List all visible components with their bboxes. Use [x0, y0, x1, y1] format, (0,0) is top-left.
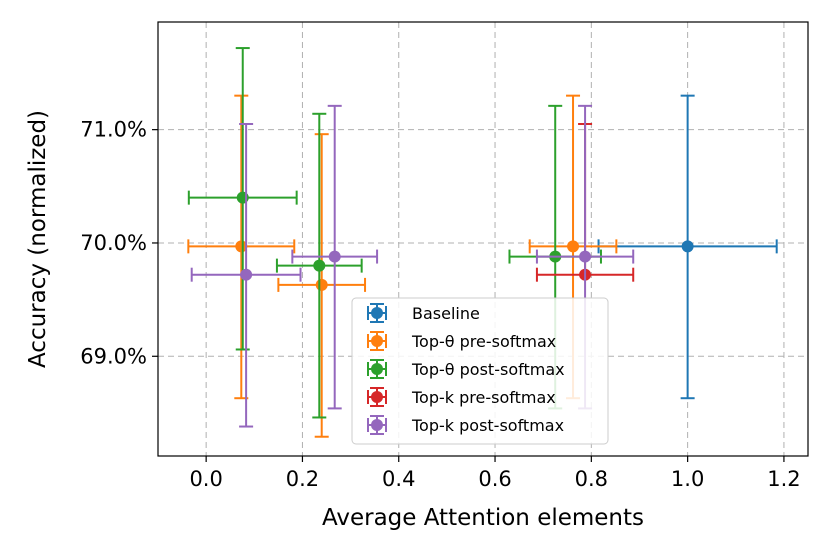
data-point — [579, 250, 592, 263]
y-tick-label: 69.0% — [80, 344, 147, 368]
data-point — [315, 278, 328, 291]
x-tick-label: 1.0 — [671, 467, 704, 491]
legend-marker-dot — [371, 419, 383, 431]
legend-label: Top-k pre-softmax — [411, 388, 556, 407]
legend: Baseline Top-θ pre-softmax Top-θ post-soft… — [351, 297, 609, 445]
data-point-group — [190, 122, 302, 428]
legend-item-top-k-post-softmax: Top-k post-softmax — [367, 415, 564, 435]
axis-ticks: 0.0 0.2 0.4 0.6 0.8 1.0 1.2 69.0% 70.0% 71.0% — [80, 118, 800, 491]
legend-label: Top-θ post-softmax — [411, 360, 565, 379]
data-point — [235, 240, 248, 253]
legend-box — [351, 297, 609, 445]
data-point-group — [291, 104, 379, 410]
plot-frame — [157, 21, 809, 457]
data-point — [328, 250, 341, 263]
data-point — [567, 240, 580, 253]
x-tick-label: 0.6 — [478, 467, 511, 491]
data-point — [313, 259, 326, 272]
legend-item-top-theta-pre-softmax: Top-θ pre-softmax — [367, 331, 556, 351]
x-tick-label: 0.4 — [382, 467, 415, 491]
x-axis-label: Average Attention elements — [322, 505, 644, 531]
legend-marker-dot — [371, 335, 383, 347]
x-tick-label: 0.2 — [286, 467, 319, 491]
legend-marker-dot — [371, 363, 383, 375]
y-tick-label: 70.0% — [80, 231, 147, 255]
legend-item-top-k-pre-softmax: Top-k pre-softmax — [367, 387, 556, 407]
x-tick-label: 1.2 — [767, 467, 800, 491]
data-point — [681, 240, 694, 253]
data-point-group — [275, 112, 363, 419]
data-point-group — [187, 94, 296, 400]
legend-item-top-theta-post-softmax: Top-θ post-softmax — [367, 359, 565, 379]
legend-item-baseline: Baseline — [367, 303, 480, 323]
y-tick-label: 71.0% — [80, 118, 147, 142]
series-layer — [187, 47, 778, 438]
legend-marker-dot — [371, 307, 383, 319]
legend-entries: Baseline Top-θ pre-softmax Top-θ post-soft… — [367, 303, 565, 435]
legend-label: Top-k post-softmax — [411, 416, 564, 435]
series-top-k-post-softmax — [190, 104, 635, 428]
x-tick-label: 0.8 — [575, 467, 608, 491]
legend-label: Baseline — [412, 304, 480, 323]
data-point — [240, 268, 253, 281]
legend-label: Top-θ pre-softmax — [411, 332, 556, 351]
y-axis-label: Accuracy (normalized) — [25, 110, 51, 368]
legend-marker-dot — [371, 391, 383, 403]
x-tick-label: 0.0 — [189, 467, 222, 491]
